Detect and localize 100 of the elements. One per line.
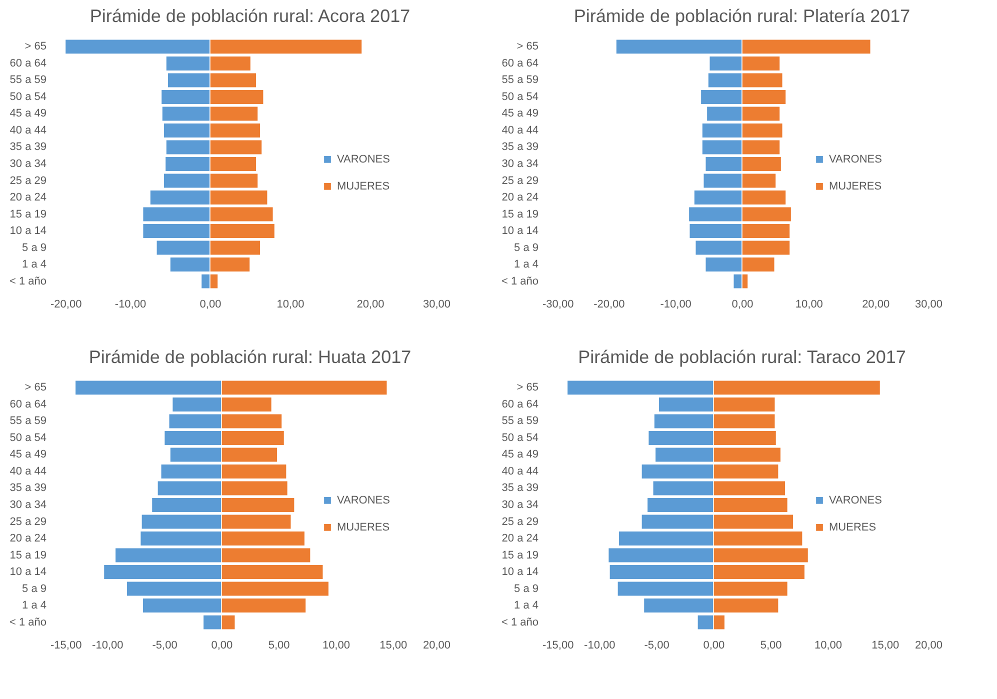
- chart-title: Pirámide de población rural: Huata 2017: [88, 347, 412, 367]
- x-tick-label: -10,00: [660, 298, 692, 310]
- y-tick-label: 55 a 59: [10, 74, 46, 86]
- x-tick-label: 15,00: [380, 640, 408, 652]
- x-tick-label: 0,00: [211, 640, 233, 652]
- legend-label: VARONES: [337, 153, 390, 166]
- y-tick-label: < 1 año: [501, 616, 538, 628]
- y-tick-label: 40 a 44: [502, 124, 538, 136]
- x-tick-label: 0,00: [703, 640, 725, 652]
- y-tick-label: 55 a 59: [502, 415, 538, 428]
- y-tick-label: 45 a 49: [10, 108, 46, 120]
- y-tick-label: 55 a 59: [10, 415, 46, 428]
- x-tick-label: 5,00: [268, 640, 290, 652]
- y-tick-label: 20 a 24: [10, 532, 46, 545]
- x-tick-label: 5,00: [760, 640, 782, 652]
- x-tick-label: -30,00: [542, 298, 574, 310]
- y-tick-label: < 1 año: [9, 275, 46, 288]
- y-tick-label: 60 a 64: [10, 57, 46, 70]
- x-tick-label: 20,00: [914, 640, 942, 652]
- legend-label: MUJERES: [337, 521, 390, 534]
- y-tick-label: 10 a 14: [502, 225, 538, 238]
- x-tick-label: 20,00: [356, 298, 384, 310]
- y-tick-label: > 65: [24, 40, 46, 53]
- x-tick-label: -5,00: [152, 640, 178, 652]
- y-tick-label: 20 a 24: [10, 192, 46, 204]
- y-tick-label: 10 a 14: [10, 566, 46, 578]
- chart-title: Pirámide de población rural: Taraco 2017: [578, 347, 906, 367]
- chart-title: Pirámide de población rural: Platería 2017: [574, 6, 910, 26]
- y-tick-label: 30 a 34: [502, 158, 538, 170]
- y-tick-label: < 1 año: [501, 275, 538, 288]
- y-tick-label: 20 a 24: [502, 192, 538, 204]
- x-tick-label: -20,00: [50, 298, 82, 310]
- y-tick-label: > 65: [24, 382, 46, 394]
- y-tick-label: 25 a 29: [10, 516, 46, 528]
- x-tick-label: 20,00: [862, 298, 890, 310]
- x-tick-label: -15,00: [542, 640, 574, 652]
- y-tick-label: 30 a 34: [10, 499, 46, 511]
- y-tick-label: 60 a 64: [502, 57, 538, 70]
- x-tick-label: 0,00: [200, 298, 222, 310]
- x-tick-label: -15,00: [50, 640, 82, 652]
- legend-label: MUERES: [829, 521, 876, 534]
- x-tick-label: -10,00: [584, 640, 616, 652]
- x-tick-label: 30,00: [914, 298, 942, 310]
- y-tick-label: 15 a 19: [502, 549, 538, 562]
- y-tick-label: 45 a 49: [502, 448, 538, 461]
- y-tick-label: < 1 año: [9, 616, 46, 628]
- x-tick-label: -20,00: [594, 298, 625, 310]
- y-tick-label: 55 a 59: [502, 74, 538, 86]
- y-tick-label: 50 a 54: [502, 432, 538, 444]
- y-tick-label: 35 a 39: [502, 482, 538, 494]
- y-tick-label: 35 a 39: [10, 141, 46, 154]
- x-tick-label: -5,00: [644, 640, 670, 652]
- x-tick-label: 0,00: [732, 298, 754, 310]
- x-tick-label: 20,00: [422, 640, 450, 652]
- y-tick-label: > 65: [516, 40, 538, 53]
- y-tick-label: 60 a 64: [10, 398, 46, 410]
- y-tick-label: 20 a 24: [502, 532, 538, 545]
- legend-label: MUJERES: [337, 180, 390, 192]
- x-tick-label: -10,00: [114, 298, 146, 310]
- y-tick-label: 5 a 9: [22, 242, 46, 254]
- x-tick-label: 10,00: [322, 640, 350, 652]
- legend-label: VARONES: [829, 494, 882, 506]
- y-tick-label: 40 a 44: [502, 465, 538, 478]
- y-tick-label: 1 a 4: [514, 600, 538, 612]
- x-tick-label: 30,00: [422, 298, 450, 310]
- y-tick-label: 45 a 49: [502, 108, 538, 120]
- y-tick-label: 1 a 4: [22, 258, 46, 271]
- x-tick-label: 15,00: [872, 640, 900, 652]
- y-tick-label: 50 a 54: [502, 90, 538, 103]
- y-tick-label: 10 a 14: [502, 566, 538, 578]
- y-tick-label: 25 a 29: [502, 516, 538, 528]
- y-tick-label: 30 a 34: [10, 158, 46, 170]
- y-tick-label: 5 a 9: [22, 582, 46, 595]
- legend-label: MUJERES: [829, 180, 882, 192]
- x-tick-label: 10,00: [814, 640, 842, 652]
- y-tick-label: 15 a 19: [10, 549, 46, 562]
- y-tick-label: 30 a 34: [502, 499, 538, 511]
- y-tick-label: 25 a 29: [502, 174, 538, 187]
- y-tick-label: 50 a 54: [10, 432, 46, 444]
- x-tick-label: -10,00: [92, 640, 124, 652]
- y-tick-label: 50 a 54: [10, 90, 46, 103]
- y-tick-label: > 65: [516, 382, 538, 394]
- legend-label: VARONES: [337, 494, 390, 506]
- y-tick-label: 35 a 39: [502, 141, 538, 154]
- y-tick-label: 60 a 64: [502, 398, 538, 410]
- y-tick-label: 45 a 49: [10, 448, 46, 461]
- y-tick-label: 1 a 4: [514, 258, 538, 271]
- legend-label: VARONES: [829, 153, 882, 166]
- y-tick-label: 40 a 44: [10, 124, 46, 136]
- y-tick-label: 35 a 39: [10, 482, 46, 494]
- y-tick-label: 5 a 9: [514, 582, 538, 595]
- y-tick-label: 15 a 19: [502, 208, 538, 220]
- y-tick-label: 5 a 9: [514, 242, 538, 254]
- y-tick-label: 1 a 4: [22, 600, 46, 612]
- chart-title: Pirámide de población rural: Acora 2017: [90, 6, 410, 26]
- y-tick-label: 25 a 29: [10, 174, 46, 187]
- y-tick-label: 10 a 14: [10, 225, 46, 238]
- x-tick-label: 10,00: [276, 298, 304, 310]
- y-tick-label: 40 a 44: [10, 465, 46, 478]
- y-tick-label: 15 a 19: [10, 208, 46, 220]
